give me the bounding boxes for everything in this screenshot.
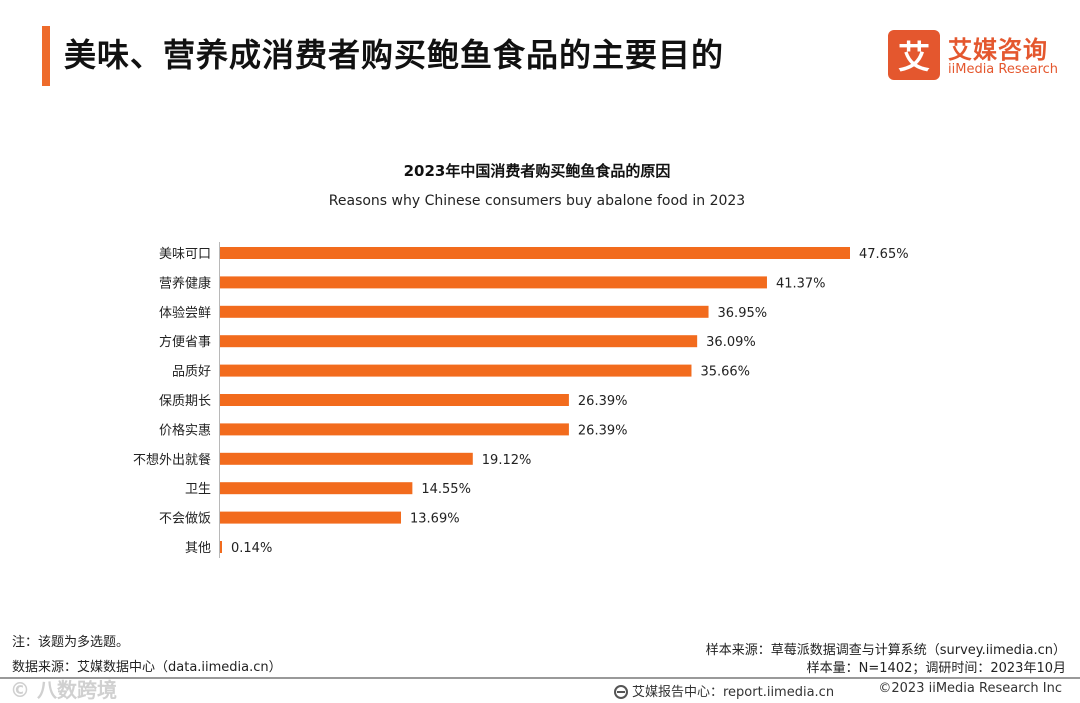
value-label: 19.12% bbox=[482, 453, 532, 468]
copyright: ©2023 iiMedia Research Inc bbox=[878, 681, 1062, 696]
logo-english-name: iiMedia Research bbox=[948, 62, 1059, 77]
value-label: 41.37% bbox=[776, 276, 826, 291]
category-label: 其他 bbox=[185, 541, 211, 556]
bar bbox=[220, 511, 402, 524]
value-label: 26.39% bbox=[578, 394, 628, 409]
bars-group: 美味可口 47.65% 营养健康 41.37% 体验尝鲜 36.95% 方便省事 36.09%… bbox=[133, 247, 909, 556]
value-label: 36.09% bbox=[706, 335, 756, 350]
category-label: 不想外出就餐 bbox=[133, 452, 211, 468]
value-label: 26.39% bbox=[578, 423, 628, 438]
logo-chinese-name: 艾媒咨询 bbox=[948, 36, 1048, 64]
bar bbox=[220, 364, 692, 377]
bar bbox=[220, 482, 413, 495]
sample-source: 样本来源：草莓派数据调查与计算系统（survey.iimedia.cn） bbox=[705, 643, 1066, 658]
category-label: 不会做饭 bbox=[159, 512, 211, 527]
category-label: 美味可口 bbox=[159, 247, 211, 262]
category-label: 价格实惠 bbox=[159, 422, 211, 438]
bar bbox=[220, 423, 569, 436]
report-center[interactable]: 艾媒报告中心：report.iimedia.cn bbox=[614, 681, 834, 700]
category-label: 品质好 bbox=[172, 365, 211, 380]
category-label: 营养健康 bbox=[159, 275, 211, 291]
bar bbox=[220, 541, 222, 553]
value-label: 0.14% bbox=[231, 541, 272, 556]
page-title: 美味、营养成消费者购买鲍鱼食品的主要目的 bbox=[64, 36, 725, 74]
logo-mark-icon: 艾 bbox=[888, 30, 940, 80]
value-label: 35.66% bbox=[700, 365, 750, 380]
value-label: 14.55% bbox=[421, 482, 471, 497]
bar bbox=[220, 394, 569, 406]
title-accent-bar bbox=[42, 26, 50, 86]
category-label: 保质期长 bbox=[159, 394, 211, 409]
report-center-text: 艾媒报告中心：report.iimedia.cn bbox=[632, 685, 835, 700]
bar bbox=[220, 335, 698, 348]
bar bbox=[220, 452, 473, 465]
footer-divider bbox=[0, 677, 1080, 679]
data-source: 数据来源：艾媒数据中心（data.iimedia.cn） bbox=[12, 660, 282, 675]
chart-title: 2023年中国消费者购买鲍鱼食品的原因 bbox=[404, 162, 671, 180]
brand-logo: 艾 艾媒咨询 iiMedia Research bbox=[888, 30, 1063, 82]
category-label: 方便省事 bbox=[159, 334, 211, 350]
bar bbox=[220, 247, 850, 259]
footnote: 注：该题为多选题。 bbox=[12, 635, 130, 650]
value-label: 36.95% bbox=[718, 306, 768, 321]
watermark: © 八数跨境 bbox=[10, 678, 117, 702]
chart-subtitle: Reasons why Chinese consumers buy abalon… bbox=[329, 193, 745, 209]
bar-chart: 2023年中国消费者购买鲍鱼食品的原因 Reasons why Chinese … bbox=[133, 162, 909, 558]
category-label: 体验尝鲜 bbox=[159, 305, 211, 321]
value-label: 13.69% bbox=[410, 512, 460, 527]
sample-info: 样本量：N=1402；调研时间：2023年10月 bbox=[806, 661, 1066, 676]
bar bbox=[220, 305, 709, 318]
category-label: 卫生 bbox=[185, 482, 211, 497]
globe-icon bbox=[614, 685, 628, 699]
bar bbox=[220, 276, 767, 289]
value-label: 47.65% bbox=[859, 247, 909, 262]
